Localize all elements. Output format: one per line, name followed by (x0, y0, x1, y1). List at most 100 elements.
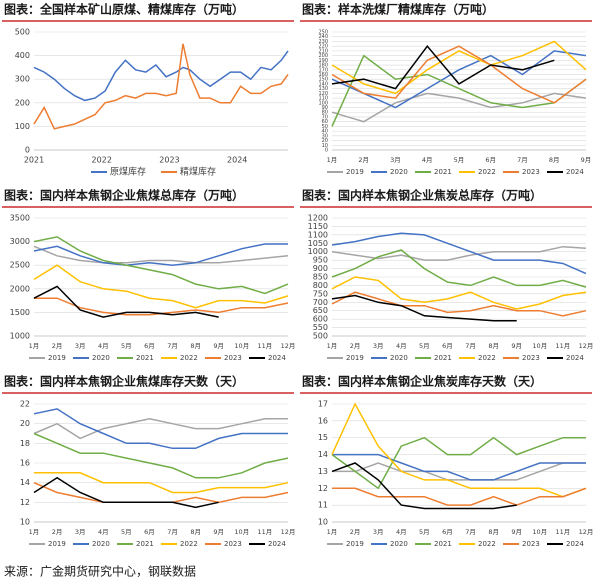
legend-label: 2020 (92, 354, 110, 362)
x-tick-label: 6月 (442, 528, 453, 536)
legend-label: 2021 (434, 168, 452, 176)
series-line (33, 408, 288, 450)
x-tick-label: 2021 (24, 156, 44, 165)
x-tick-label: 5月 (121, 528, 132, 536)
y-tick-label: 17 (318, 400, 328, 409)
y-tick-label: 130 (318, 86, 328, 92)
y-tick-label: 20 (322, 138, 328, 144)
x-tick-label: 10月 (234, 528, 249, 536)
x-tick-label: 5月 (454, 156, 465, 164)
x-tick-label: 12月 (281, 528, 296, 536)
x-tick-label: 1月 (29, 528, 40, 536)
y-tick-label: 90 (322, 105, 328, 111)
chart-title: 图表：全国样本矿山原煤、精煤库存（万吨） (4, 2, 244, 17)
x-tick-label: 1月 (29, 342, 40, 350)
y-tick-label: 500 (15, 28, 30, 37)
x-tick-label: 2024 (227, 156, 247, 165)
x-tick-label: 12月 (579, 342, 594, 350)
series-line (331, 436, 586, 490)
chart-title: 图表：国内样本焦钢企业焦煤库存天数（天） (4, 374, 244, 389)
y-tick-label: 0 (325, 148, 328, 154)
y-tick-label: 600 (313, 315, 328, 324)
x-tick-label: 1月 (327, 156, 338, 164)
y-tick-label: 500 (313, 332, 328, 341)
series-line (331, 291, 587, 317)
x-tick-label: 9月 (511, 528, 522, 536)
series-line (331, 402, 587, 498)
series-line (331, 232, 587, 275)
series-line (331, 92, 587, 123)
series-line (331, 54, 587, 127)
y-tick-label: 550 (313, 323, 328, 332)
x-tick-label: 3月 (390, 156, 401, 164)
x-tick-label: 5月 (121, 342, 132, 350)
legend-label: 2020 (390, 354, 408, 362)
y-tick-label: 100 (318, 100, 328, 106)
x-tick-label: 8月 (190, 528, 201, 536)
x-tick-label: 9月 (213, 528, 224, 536)
legend-label: 2024 (566, 540, 584, 548)
y-tick-label: 40 (322, 129, 328, 135)
y-tick-label: 850 (313, 273, 328, 282)
x-tick-label: 4月 (396, 528, 407, 536)
x-tick-label: 11月 (258, 342, 273, 350)
series-line (331, 50, 587, 109)
x-tick-label: 3月 (75, 342, 86, 350)
y-tick-label: 750 (313, 289, 328, 298)
x-tick-label: 10月 (532, 342, 547, 350)
legend-label: 2022 (478, 354, 496, 362)
y-tick-label: 30 (322, 133, 328, 139)
x-tick-label: 1月 (327, 528, 338, 536)
y-tick-label: 1000 (10, 332, 30, 341)
x-tick-label: 3月 (75, 528, 86, 536)
y-tick-label: 230 (318, 39, 328, 45)
x-tick-label: 7月 (167, 342, 178, 350)
chart-title: 图表：国内样本焦钢企业焦煤总库存（万吨） (4, 188, 244, 203)
legend-label: 2019 (48, 354, 66, 362)
x-tick-label: 2022 (92, 156, 112, 165)
y-tick-label: 2500 (10, 261, 30, 270)
y-tick-label: 10 (20, 518, 30, 527)
x-tick-label: 7月 (465, 342, 476, 350)
legend-label: 原煤库存 (110, 166, 146, 178)
y-tick-label: 14 (318, 450, 328, 459)
y-tick-label: 150 (318, 77, 328, 83)
x-tick-label: 2月 (358, 156, 369, 164)
x-tick-label: 6月 (144, 528, 155, 536)
x-tick-label: 7月 (517, 156, 528, 164)
x-tick-label: 7月 (465, 528, 476, 536)
x-tick-label: 6月 (144, 342, 155, 350)
y-tick-label: 250 (318, 30, 328, 36)
y-tick-label: 12 (318, 484, 328, 493)
series-line (33, 482, 289, 504)
legend-label: 2023 (224, 540, 242, 548)
y-tick-label: 400 (15, 51, 30, 60)
series-line (331, 245, 587, 261)
y-tick-label: 1200 (308, 214, 328, 223)
y-tick-label: 220 (318, 44, 328, 50)
legend-label: 2022 (180, 540, 198, 548)
legend-label: 2024 (566, 168, 584, 176)
y-tick-label: 12 (20, 498, 30, 507)
y-tick-label: 120 (318, 91, 328, 97)
y-tick-label: 1100 (308, 230, 328, 239)
x-tick-label: 2月 (350, 528, 361, 536)
series-line (33, 243, 288, 266)
y-tick-label: 3000 (10, 237, 30, 246)
legend-label: 2022 (180, 354, 198, 362)
y-tick-label: 650 (313, 306, 328, 315)
y-tick-label: 170 (318, 67, 328, 73)
y-tick-label: 16 (318, 416, 328, 425)
chart-title: 图表：国内样本焦钢企业焦炭总库存（万吨） (302, 188, 542, 203)
y-tick-label: 11 (318, 501, 328, 510)
x-tick-label: 12月 (579, 528, 594, 536)
x-tick-label: 2月 (52, 528, 63, 536)
y-tick-label: 200 (15, 98, 30, 107)
y-tick-label: 1150 (308, 222, 328, 231)
legend-label: 精煤库存 (180, 166, 216, 178)
y-tick-label: 190 (318, 58, 328, 64)
x-tick-label: 9月 (511, 342, 522, 350)
y-tick-label: 180 (318, 63, 328, 69)
x-tick-label: 4月 (396, 342, 407, 350)
